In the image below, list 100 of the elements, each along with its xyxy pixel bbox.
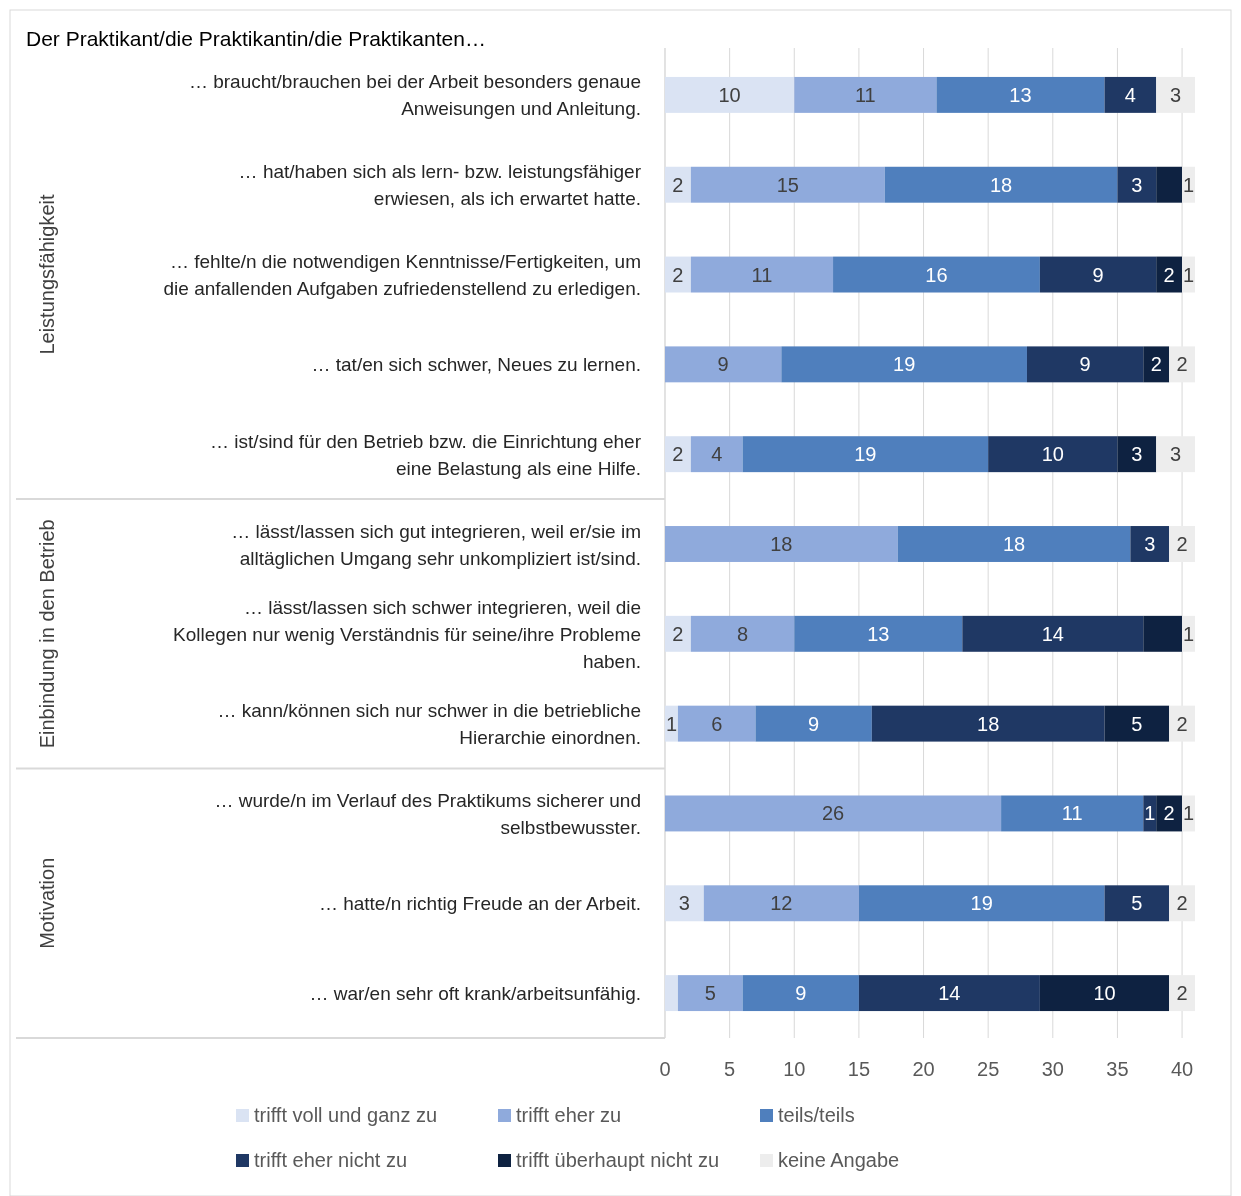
bar: [884, 166, 1118, 203]
bar: [962, 615, 1144, 652]
bar: [755, 705, 872, 742]
bar: [690, 166, 885, 203]
data-label: 18: [1002, 533, 1026, 555]
bar: [1039, 975, 1170, 1012]
data-label: 2: [1176, 982, 1188, 1005]
bar: [690, 615, 795, 652]
bar: [665, 975, 678, 1012]
bar: [677, 975, 743, 1012]
data-label: 10: [1093, 982, 1116, 1005]
bar: [936, 76, 1105, 113]
data-label: 1: [1182, 622, 1195, 645]
bar: [1117, 436, 1157, 473]
bar: [897, 526, 1131, 562]
data-label: 2: [672, 622, 684, 645]
data-label: 2: [1176, 533, 1188, 555]
bar: [1169, 885, 1195, 922]
data-label: 2: [1176, 892, 1188, 915]
x-tick-label: 15: [847, 1058, 871, 1080]
y-tick-label: … tat/en sich schwer, Neues zu lernen.: [311, 354, 641, 376]
data-label: 9: [1079, 353, 1091, 376]
data-label: 3: [1131, 173, 1143, 196]
bar: [1026, 346, 1144, 383]
bar: [742, 975, 859, 1012]
data-label: 5: [1131, 712, 1143, 735]
legend-label: trifft eher zu: [516, 1104, 622, 1126]
data-label: 18: [989, 173, 1013, 196]
data-label: 1: [1182, 802, 1195, 825]
y-tick-label: … hatte/n richtig Freude an der Arbeit.: [318, 893, 641, 915]
bar: [794, 615, 963, 652]
x-tick-label: 20: [912, 1058, 935, 1080]
bar: [1156, 436, 1195, 473]
x-tick-label: 5: [724, 1058, 736, 1080]
bar: [665, 885, 704, 922]
text: Einbindung in den Betrieb: [36, 519, 58, 749]
bar: [1104, 705, 1170, 742]
bar: [1156, 256, 1183, 293]
x-tick-label: 25: [977, 1058, 1000, 1080]
bar: [1156, 795, 1183, 832]
bar: [665, 526, 898, 562]
bar: [665, 436, 691, 473]
legend-label: trifft überhaupt nicht zu: [516, 1149, 720, 1171]
data-label: 6: [711, 712, 723, 735]
data-label: 18: [770, 533, 793, 555]
data-label: 9: [1092, 263, 1104, 286]
data-label: 2: [1163, 263, 1175, 286]
data-label: 11: [854, 83, 876, 106]
bar: [742, 436, 989, 473]
data-label: 3: [678, 892, 690, 915]
x-tick-label: 10: [783, 1058, 806, 1080]
data-label: 8: [737, 622, 749, 645]
data-label: 13: [1009, 83, 1032, 106]
data-label: 12: [770, 892, 793, 915]
bar: [794, 76, 937, 113]
legend-label: trifft eher nicht zu: [254, 1149, 408, 1171]
y-tick-label: … ist/sind für den Betrieb bzw. die Einrichtung eher eine Belastung als eine Hilfe.: [210, 430, 642, 479]
text: Der Praktikant/die Praktikantin/die Praktikanten…: [26, 27, 486, 50]
data-label: 2: [1176, 712, 1188, 735]
bar: [988, 436, 1118, 473]
bar: [833, 256, 1040, 293]
data-label: 1: [1182, 173, 1195, 196]
y-tick-label: … kann/können sich nur schwer in die betriebliche Hierarchie einordnen.: [217, 700, 641, 749]
x-tick-label: 0: [659, 1058, 671, 1080]
bar: [1117, 166, 1157, 203]
bar: [1001, 795, 1144, 832]
bar: [1143, 346, 1170, 383]
bar: [1143, 615, 1183, 652]
data-label: 2: [1163, 802, 1175, 825]
bar: [781, 346, 1027, 383]
bar: [858, 975, 1040, 1012]
data-label: 2: [672, 263, 684, 286]
data-label: 3: [1170, 83, 1182, 106]
data-label: 14: [938, 982, 961, 1005]
bar: [1156, 76, 1195, 113]
data-label: 5: [1131, 892, 1143, 915]
bar: [1130, 526, 1170, 562]
text: Motivation: [36, 857, 58, 949]
data-label: 14: [1041, 622, 1064, 645]
data-label: 9: [808, 712, 820, 735]
data-label: 18: [977, 712, 1000, 735]
y-tick-label: … fehlte/n die notwendigen Kenntnisse/Fertigkeiten, um die anfallenden Aufgaben zufriedenstellend zu erledigen.: [163, 251, 641, 300]
x-tick-label: 35: [1106, 1058, 1129, 1080]
bar: [665, 166, 691, 203]
bar: [1156, 166, 1183, 203]
data-label: 3: [1170, 443, 1182, 466]
bar: [1169, 346, 1195, 383]
bar: [1169, 975, 1195, 1012]
data-label: 5: [704, 982, 716, 1005]
x-tick-label: 40: [1170, 1058, 1194, 1080]
bar: [690, 256, 834, 293]
data-label: 1: [665, 712, 678, 735]
data-label: 3: [1131, 443, 1143, 466]
bar: [871, 705, 1105, 742]
data-label: 19: [970, 892, 993, 915]
data-label: 26: [821, 802, 845, 825]
y-tick-label: … lässt/lassen sich schwer integrieren, weil die Kollegen nur wenig Verständnis für seine/ihre Probleme haben.: [173, 596, 641, 672]
data-label: 2: [672, 443, 684, 466]
data-label: 11: [1061, 802, 1083, 825]
y-tick-label: … war/en sehr oft krank/arbeitsunfähig.: [309, 983, 641, 1005]
